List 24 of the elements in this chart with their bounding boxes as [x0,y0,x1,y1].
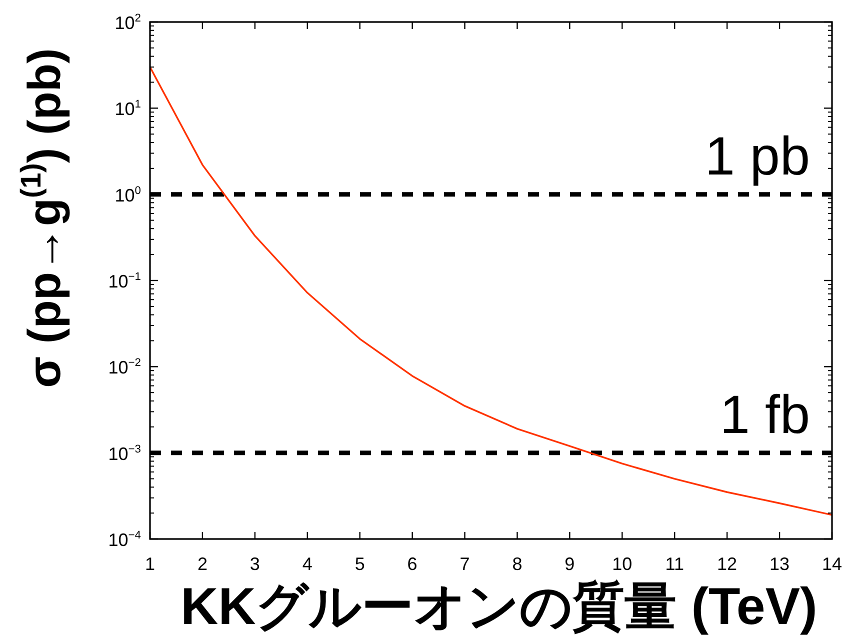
y-tick-label: 10$^{−1}$ [108,270,141,292]
x-tick-label: 1 [145,554,155,574]
x-tick-label: 2 [197,554,208,574]
x-tick-label: 8 [512,554,522,574]
y-tick-label: 10$^{1}$ [114,98,141,120]
x-tick-label: 14 [822,554,842,574]
x-tick-label: 3 [250,554,260,574]
x-axis-label: KKグルーオンの質量 (TeV) [180,578,818,636]
y-tick-label: 10$^{−3}$ [108,443,141,464]
y-tick-label: 10$^{2}$ [114,12,141,33]
x-tick-label: 7 [460,554,470,574]
x-tick-label: 11 [665,554,684,574]
ref-line-label: 1 pb [704,126,810,186]
y-tick-label: 10$^{0}$ [114,184,141,206]
x-tick-label: 4 [302,554,312,574]
x-tick-label: 10 [612,554,632,574]
x-tick-label: 5 [354,554,365,574]
x-tick-label: 13 [770,554,790,574]
x-tick-label: 9 [564,554,575,574]
y-tick-label: 10$^{−2}$ [108,357,141,378]
x-tick-label: 12 [717,554,738,574]
y-tick-label: 10$^{−4}$ [108,529,141,550]
x-tick-label: 6 [407,554,418,574]
ref-line-label: 1 fb [720,384,810,445]
